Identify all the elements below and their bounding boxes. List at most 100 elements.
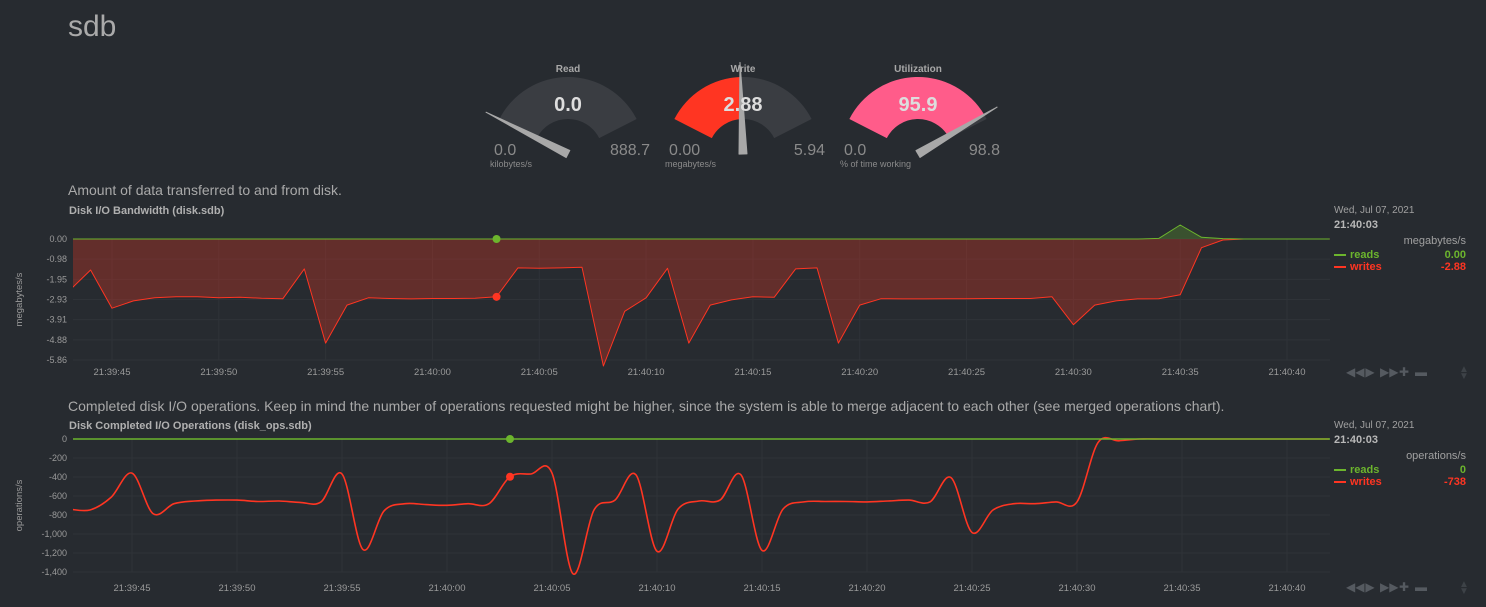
y-tick-label: -600 [49,491,67,501]
ops-chart[interactable]: 0 -200 -400 -600 -800 -1,000 -1,200 -1,400 21:39… [0,432,1332,602]
y-tick-label: -800 [49,510,67,520]
legend-row-writes[interactable]: writes -2.88 [1334,261,1466,273]
x-tick-label: 21:39:45 [114,583,151,594]
write-gauge-dial [674,62,812,155]
gauge-fill [849,77,985,139]
legend-row-writes[interactable]: writes -738 [1334,476,1466,488]
gauge-fill [674,77,742,139]
series-writes [73,238,1330,367]
read-gauge-min: 0.0 [494,142,517,159]
legend-name: writes [1350,476,1382,488]
y-tick-label: -200 [49,453,67,463]
y-tick-label: -1,400 [41,567,67,577]
legend-date: Wed, Jul 07, 2021 [1334,420,1415,431]
bandwidth-chart[interactable]: 0.00 -0.98 -1.95 -2.93 -3.91 -4.88 -5.86 21:39:… [0,218,1332,383]
reads-line [73,224,1330,240]
x-tick-label: 21:40:40 [1269,583,1306,594]
y-tick-label: -2.93 [46,295,67,305]
x-tick-label: 21:40:20 [849,583,886,594]
y-tick-label: -5.86 [46,355,67,365]
pan-right-icon[interactable]: ▶▶ [1380,580,1399,594]
legend-row-reads[interactable]: reads 0 [1334,464,1466,476]
series-reads [73,224,1330,240]
read-gauge-value: 0.0 [554,94,582,116]
zoom-in-icon[interactable]: ✚ [1398,365,1410,379]
y-tick-label: 0 [62,434,67,444]
x-tick-label: 21:40:00 [429,583,466,594]
pan-left-icon[interactable]: ◀◀ [1346,580,1365,594]
writes-line [73,436,1329,575]
bandwidth-chart-title: Disk I/O Bandwidth (disk.sdb) [69,205,225,217]
utilization-gauge-units: % of time working [840,159,912,169]
write-gauge-title: Write [730,64,756,75]
writes-area [73,239,1330,366]
read-gauge[interactable]: Read 0.0 0.0 888.7 kilobytes/s [483,62,653,177]
page-title: sdb [68,10,117,43]
legend-value: -738 [1443,476,1466,488]
resize-handle-icon[interactable]: ▲ ▼ [1459,579,1469,597]
zoom-out-icon[interactable]: ▬ [1415,365,1427,379]
writes-highlight-point [492,292,501,301]
x-tick-label: 21:39:55 [307,367,344,378]
bandwidth-legend: Wed, Jul 07, 2021 21:40:03 megabytes/s r… [1334,205,1466,273]
x-tick-label: 21:40:00 [414,367,451,378]
x-tick-label: 21:40:15 [744,583,781,594]
legend-row-reads[interactable]: reads 0.00 [1334,249,1466,261]
read-gauge-units: kilobytes/s [490,159,533,169]
y-tick-label: -0.98 [46,254,67,264]
utilization-gauge[interactable]: Utilization 95.9 0.0 98.8 % of time work… [833,62,1003,177]
y-tick-label: -1,000 [41,529,67,539]
reads-swatch [1334,254,1346,256]
series-writes [73,436,1330,575]
y-tick-label: -1,200 [41,548,67,558]
legend-value: -2.88 [1440,261,1466,273]
writes-line [73,238,1330,367]
writes-highlight-point [506,472,514,481]
zoom-out-icon[interactable]: ▬ [1415,580,1427,594]
y-axis-label: operations/s [14,479,25,531]
x-tick-label: 21:40:05 [534,583,571,594]
utilization-gauge-value: 95.9 [898,94,938,116]
x-tick-label: 21:40:40 [1269,367,1306,378]
ops-chart-title: Disk Completed I/O Operations (disk_ops.… [69,420,312,432]
zoom-in-icon[interactable]: ✚ [1398,580,1410,594]
legend-name: reads [1350,249,1380,261]
y-axis-label: megabytes/s [14,272,25,326]
x-tick-label: 21:39:45 [94,367,131,378]
gauge-needle [915,106,998,158]
writes-swatch [1334,266,1346,268]
writes-swatch [1334,481,1346,483]
utilization-gauge-dial [849,77,998,158]
reads-highlight-point [506,435,514,443]
reads-area [73,225,1330,239]
legend-time: 21:40:03 [1334,219,1379,231]
legend-value: 0.00 [1444,249,1466,261]
x-tick-label: 21:40:35 [1162,367,1199,378]
bandwidth-description: Amount of data transferred to and from d… [68,182,342,198]
utilization-gauge-max: 98.8 [968,142,1000,159]
resize-handle-icon[interactable]: ▲ ▼ [1459,364,1469,382]
legend-name: writes [1350,261,1382,273]
play-icon[interactable]: ▶ [1365,580,1375,594]
write-gauge-min: 0.00 [669,142,701,159]
x-tick-label: 21:40:10 [639,583,676,594]
x-tick-label: 21:39:50 [200,367,237,378]
ops-legend: Wed, Jul 07, 2021 21:40:03 operations/s … [1334,420,1466,488]
pan-right-icon[interactable]: ▶▶ [1380,365,1399,379]
read-gauge-dial [485,77,637,159]
y-tick-label: 0.00 [49,234,67,244]
legend-time: 21:40:03 [1334,434,1379,446]
play-icon[interactable]: ▶ [1365,365,1375,379]
gauge-needle [738,62,748,155]
read-gauge-max: 888.7 [609,142,650,159]
pan-left-icon[interactable]: ◀◀ [1346,365,1365,379]
write-gauge-max: 5.94 [793,142,825,159]
ops-description: Completed disk I/O operations. Keep in m… [68,398,1225,414]
write-gauge[interactable]: Write 2.88 0.00 5.94 megabytes/s [658,62,828,177]
x-tick-label: 21:40:15 [734,367,771,378]
x-tick-label: 21:40:30 [1055,367,1092,378]
x-tick-label: 21:39:55 [324,583,361,594]
read-gauge-title: Read [555,64,581,75]
ops-chart-toolbar: ◀◀ ▶ ▶▶ ✚ ▬ [1346,580,1428,594]
x-tick-label: 21:40:20 [841,367,878,378]
